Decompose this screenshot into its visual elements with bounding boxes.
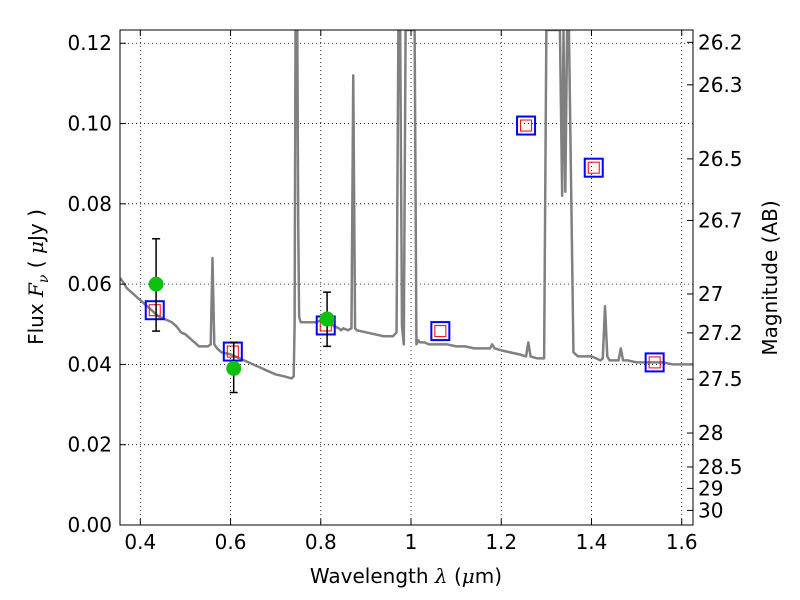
model-point <box>144 300 165 321</box>
model-point-inner <box>434 325 447 338</box>
plot-frame <box>119 29 694 526</box>
y2-tick-label: 28 <box>698 421 723 445</box>
y2-tick-label: 27.5 <box>698 367 743 391</box>
model-point <box>644 352 665 373</box>
y2-tick-label: 26.5 <box>698 147 743 171</box>
model-point <box>516 115 537 136</box>
y-tick-label: 0.04 <box>67 352 112 376</box>
model-point-inner <box>587 161 600 174</box>
y-tick-label: 0.02 <box>67 433 112 457</box>
model-point-inner <box>226 345 239 358</box>
y2-tick-label: 29 <box>698 476 723 500</box>
plot-area <box>120 30 693 394</box>
x-tick-label: 0.6 <box>215 530 247 554</box>
y2-tick-label: 26.3 <box>698 73 743 97</box>
x-tick-label: 0.8 <box>305 530 337 554</box>
x-tick-label: 0.4 <box>124 530 156 554</box>
spectrum-line <box>120 30 693 380</box>
model-point-inner <box>520 119 533 132</box>
x-tick-label: 1 <box>405 530 418 554</box>
model-point-inner <box>148 304 161 317</box>
x-tick-label: 1.4 <box>576 530 608 554</box>
y-axis-label: Flux Fν ( μJy ) <box>24 209 52 345</box>
model-point-inner <box>648 356 661 369</box>
model-point <box>583 157 604 178</box>
grid-lines <box>120 30 693 526</box>
y2-tick-label: 27 <box>698 282 723 306</box>
observed-point <box>319 311 335 327</box>
axis-ticks: 0.4 0.6 0.8 1 1.2 1.4 1.6 0.00 0.02 0.04 0.06 0.08 0… <box>67 30 743 554</box>
x-tick-label: 1.2 <box>485 530 517 554</box>
y2-tick-label: 26.2 <box>698 30 743 54</box>
x-axis-label: Wavelength λ (μm) <box>310 564 502 588</box>
y2-axis-label: Magnitude (AB) <box>758 200 782 355</box>
x-tick-label: 1.6 <box>666 530 698 554</box>
y2-tick-label: 28.5 <box>698 455 743 479</box>
y-tick-label: 0.12 <box>67 31 112 55</box>
y-tick-label: 0.08 <box>67 192 112 216</box>
observed-point <box>148 276 164 292</box>
model-point <box>430 321 451 342</box>
y2-tick-label: 27.2 <box>698 321 743 345</box>
y-tick-label: 0.10 <box>67 112 112 136</box>
observed-point <box>226 360 242 376</box>
y-tick-label: 0.00 <box>67 513 112 537</box>
y-tick-label: 0.06 <box>67 272 112 296</box>
y2-tick-label: 30 <box>698 498 723 522</box>
y2-tick-label: 26.7 <box>698 208 743 232</box>
